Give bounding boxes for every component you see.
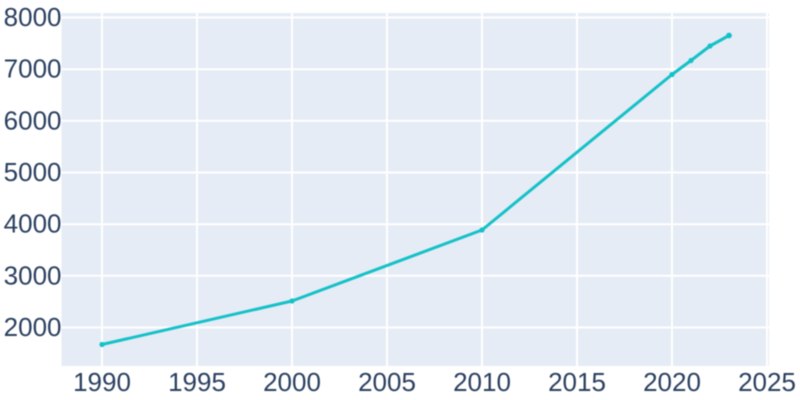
svg-text:3000: 3000	[4, 260, 62, 290]
svg-text:2000: 2000	[4, 312, 62, 342]
svg-text:2000: 2000	[263, 367, 321, 397]
svg-text:1995: 1995	[168, 367, 226, 397]
svg-text:4000: 4000	[4, 209, 62, 239]
svg-text:2015: 2015	[548, 367, 606, 397]
svg-text:2010: 2010	[453, 367, 511, 397]
svg-text:7000: 7000	[4, 54, 62, 84]
svg-text:2005: 2005	[358, 367, 416, 397]
svg-text:8000: 8000	[4, 2, 62, 32]
svg-text:2020: 2020	[643, 367, 701, 397]
svg-text:2025: 2025	[738, 367, 796, 397]
svg-text:6000: 6000	[4, 105, 62, 135]
svg-text:1990: 1990	[73, 367, 131, 397]
svg-text:5000: 5000	[4, 157, 62, 187]
